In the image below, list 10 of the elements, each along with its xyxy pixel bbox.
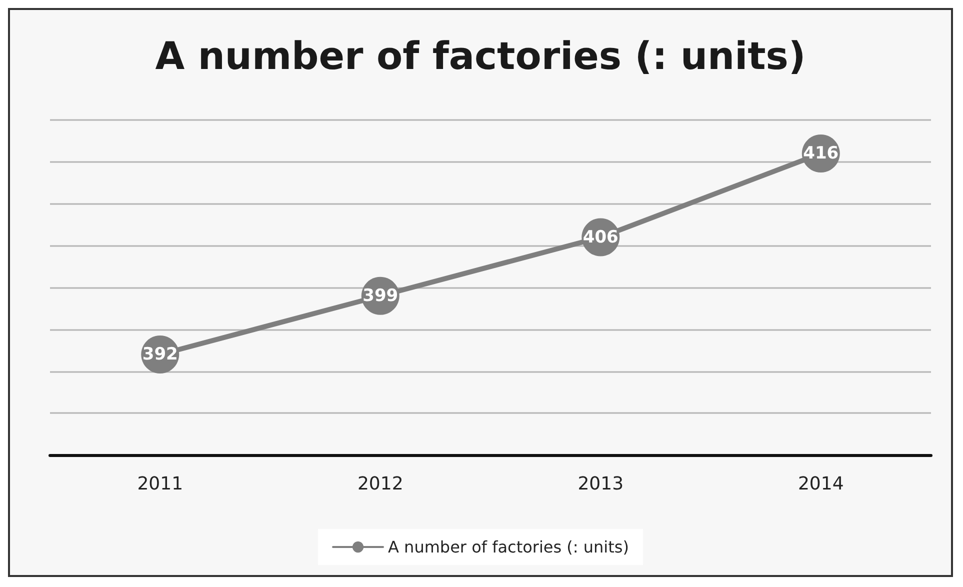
x-tick-label: 2014 — [798, 474, 844, 494]
data-label: 416 — [803, 144, 839, 164]
x-tick-label: 2012 — [357, 474, 404, 494]
data-label: 406 — [582, 227, 618, 248]
chart-title: A number of factories (: units) — [155, 34, 806, 78]
data-label: 392 — [142, 344, 178, 364]
x-tick-label: 2011 — [137, 474, 184, 494]
legend-label: A number of factories (: units) — [388, 538, 629, 556]
data-label: 399 — [362, 286, 398, 306]
x-tick-label: 2013 — [578, 474, 624, 494]
